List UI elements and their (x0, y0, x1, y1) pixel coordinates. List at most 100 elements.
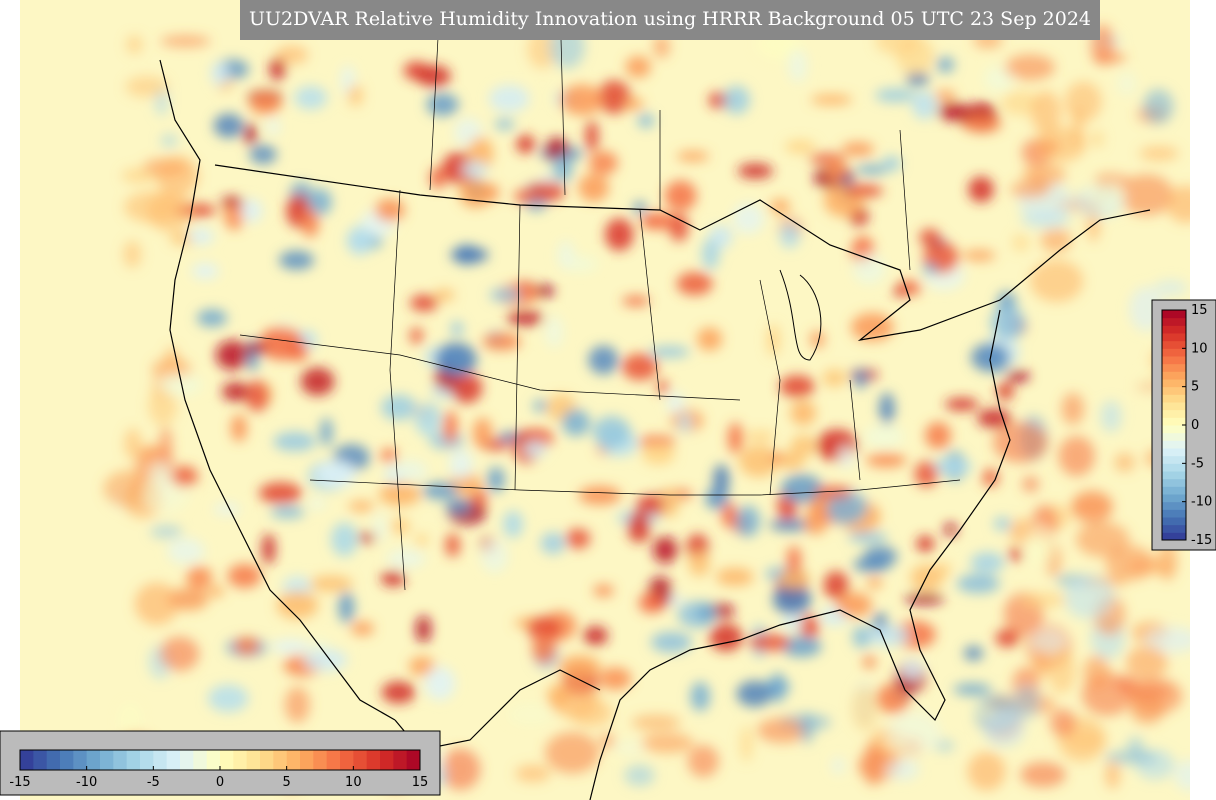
field-blob (276, 591, 319, 620)
field-blob (583, 626, 608, 646)
field-blob (992, 422, 1048, 463)
field-blob (158, 374, 203, 396)
field-blob (648, 346, 690, 358)
field-blob (589, 151, 618, 175)
field-blob (697, 602, 716, 623)
field-blob (171, 466, 198, 487)
field-blob (124, 428, 142, 460)
field-blob (769, 519, 812, 532)
field-blob (372, 513, 388, 543)
field-blob (866, 625, 910, 647)
field-blob (640, 216, 662, 229)
field-blob (191, 263, 219, 280)
field-blob (320, 417, 333, 447)
field-blob (269, 58, 286, 81)
field-blob (472, 489, 488, 508)
colorbar-step (300, 750, 314, 770)
field-blob (735, 505, 761, 537)
field-blob (1058, 436, 1095, 477)
field-blob (852, 625, 871, 649)
field-blob (1012, 234, 1030, 252)
field-blob (240, 199, 263, 223)
field-blob (967, 752, 1006, 791)
colorbar-step (1162, 455, 1186, 464)
field-blob (896, 35, 935, 76)
colorbar-tick-label: 5 (283, 775, 291, 790)
colorbar-step (1162, 471, 1186, 480)
field-blob (688, 550, 710, 577)
field-blob (1075, 522, 1130, 557)
field-blob (863, 741, 884, 787)
field-blob (996, 382, 1014, 400)
field-blob (549, 682, 600, 719)
field-blob (450, 373, 483, 404)
field-blob (936, 562, 951, 578)
field-blob (557, 240, 574, 270)
field-blob (977, 408, 1011, 428)
colorbar-step (1162, 532, 1186, 541)
field-blob (494, 118, 515, 130)
colorbar-step (1162, 425, 1186, 434)
field-blob (562, 409, 590, 437)
colorbar-step (1162, 448, 1186, 457)
field-blob (121, 168, 156, 184)
field-blob (445, 533, 461, 558)
field-blob (973, 706, 996, 718)
field-blob (810, 330, 825, 348)
colorbar-step (113, 750, 128, 770)
field-blob (835, 592, 873, 618)
colorbar-step (273, 750, 288, 770)
field-blob (778, 451, 805, 470)
field-blob (715, 567, 754, 587)
field-blob (745, 431, 776, 442)
field-blob (968, 176, 994, 203)
field-blob (914, 461, 939, 488)
field-blob (625, 55, 651, 78)
field-blob (723, 85, 750, 115)
field-blob (126, 35, 143, 54)
field-blob (850, 312, 894, 342)
field-blob (592, 416, 631, 448)
field-blob (409, 656, 436, 677)
field-blob (713, 464, 730, 496)
field-blob (787, 545, 802, 575)
field-blob (638, 592, 665, 614)
field-blob (1029, 259, 1084, 303)
field-blob (931, 457, 972, 476)
field-blob (159, 636, 200, 672)
field-blob (687, 745, 719, 778)
field-blob (666, 391, 684, 414)
colorbar-step (153, 750, 168, 770)
field-blob (839, 445, 854, 470)
field-blob (481, 538, 508, 573)
field-blob (900, 659, 924, 680)
field-blob (483, 439, 510, 451)
field-blob (348, 84, 363, 107)
field-blob (1174, 759, 1190, 791)
field-blob (381, 681, 416, 704)
field-blob (904, 593, 944, 605)
colorbar-step (1162, 317, 1186, 326)
colorbar-tick-label: -10 (1191, 495, 1212, 510)
field-blob (944, 397, 979, 411)
boundaries (159, 0, 1151, 800)
field-blob (245, 380, 269, 412)
field-blob (275, 45, 309, 65)
field-blob (1123, 683, 1172, 699)
field-blob (245, 342, 268, 354)
field-blob (147, 190, 193, 232)
field-blob (641, 443, 675, 465)
colorbar-step (126, 750, 141, 770)
field-blob (123, 240, 142, 268)
field-blob (831, 756, 845, 775)
colorbar-step (1162, 501, 1186, 510)
field-blob (450, 246, 489, 263)
colorbar-step (1162, 517, 1186, 526)
field-blob (664, 180, 697, 211)
field-blob (440, 748, 481, 790)
colorbar-step (1162, 440, 1186, 449)
colorbar-step (260, 750, 274, 770)
colorbar-step (140, 750, 154, 770)
colorbar-step (166, 750, 181, 770)
field-blob (876, 683, 911, 714)
